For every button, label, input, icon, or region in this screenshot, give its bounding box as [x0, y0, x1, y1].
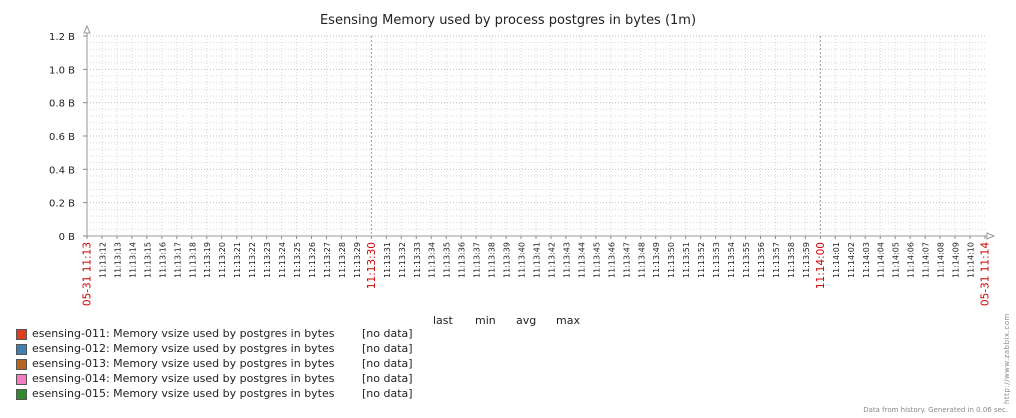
x-tick-label: 11:13:34: [428, 242, 437, 278]
x-tick-label: 11:13:23: [263, 242, 272, 278]
legend-swatch: [16, 359, 27, 370]
axes: [83, 24, 996, 240]
x-tick-label: 05-31 11:13: [82, 242, 94, 306]
legend-label: esensing-013: Memory vsize used by postg…: [32, 357, 335, 370]
x-tick-label: 11:13:28: [338, 242, 347, 278]
legend-swatch: [16, 389, 27, 400]
y-tick-labels: 0 B 0.2 B 0.4 B 0.6 B 0.8 B 1.0 B 1.2 B: [49, 32, 75, 243]
x-tick-label: 11:13:48: [637, 242, 646, 278]
x-tick-label: 11:13:18: [188, 242, 197, 278]
legend-col-avg: avg: [516, 314, 537, 327]
x-tick-label: 11:13:53: [712, 242, 721, 278]
footer-note: Data from history. Generated in 0.06 sec…: [863, 406, 1008, 414]
x-tick-label: 11:13:33: [413, 242, 422, 278]
x-tick-label: 11:13:36: [458, 242, 467, 278]
x-tick-label: 11:13:47: [622, 242, 631, 278]
y-tick-label: 0.2 B: [49, 199, 75, 210]
x-tick-label: 11:13:14: [128, 242, 137, 278]
legend-status: [no data]: [362, 357, 413, 370]
x-tick-label: 11:14:09: [952, 242, 961, 278]
x-tick-label: 11:14:02: [847, 242, 856, 278]
x-tick-label: 11:14:04: [877, 242, 886, 278]
x-tick-label: 11:13:41: [533, 242, 542, 278]
x-tick-label: 11:13:20: [218, 242, 227, 278]
x-tick-label: 11:13:22: [248, 242, 257, 278]
x-tick-label: 11:13:43: [562, 242, 571, 278]
legend-swatch: [16, 344, 27, 355]
x-tick-label: 11:13:50: [667, 242, 676, 278]
grid: [87, 35, 985, 236]
x-tick-label: 11:13:40: [518, 242, 527, 278]
x-tick-label: 11:13:21: [233, 242, 242, 278]
x-tick-label: 11:14:07: [922, 242, 931, 278]
x-tick-label: 11:13:39: [503, 242, 512, 278]
legend-label: esensing-011: Memory vsize used by postg…: [32, 327, 335, 340]
x-tick-label: 11:13:49: [652, 242, 661, 278]
chart-title: Esensing Memory used by process postgres…: [320, 13, 696, 28]
x-tick-label: 11:14:10: [967, 242, 976, 278]
x-tick-label: 11:13:38: [488, 242, 497, 278]
y-tick-label: 0.6 B: [49, 132, 75, 143]
x-tick-label: 11:13:29: [353, 242, 362, 278]
legend-label: esensing-012: Memory vsize used by postg…: [32, 342, 335, 355]
x-tick-label: 11:13:13: [113, 242, 122, 278]
x-tick-label: 11:13:42: [547, 242, 556, 278]
legend-label: esensing-014: Memory vsize used by postg…: [32, 372, 335, 385]
x-tick-label: 11:13:12: [98, 242, 107, 278]
x-tick-label: 11:13:19: [203, 242, 212, 278]
x-tick-label: 11:13:37: [473, 242, 482, 278]
x-tick-label: 11:13:31: [383, 242, 392, 278]
x-tick-label: 11:14:00: [815, 242, 827, 289]
legend-col-min: min: [475, 314, 496, 327]
x-tick-label: 11:13:59: [802, 242, 811, 278]
x-tick-label: 11:13:58: [787, 242, 796, 278]
x-tick-label: 11:14:05: [892, 242, 901, 278]
x-tick-label: 11:13:25: [293, 242, 302, 278]
x-tick-label: 11:13:55: [742, 242, 751, 278]
legend-status: [no data]: [362, 327, 413, 340]
x-tick-label: 11:13:15: [143, 242, 152, 278]
zabbix-url: http://www.zabbix.com: [1003, 313, 1011, 404]
x-tick-label: 11:13:54: [727, 242, 736, 278]
y-axis-arrow: [83, 24, 91, 34]
x-tick-label: 11:14:06: [907, 242, 916, 278]
x-tick-label: 11:14:03: [862, 242, 871, 278]
x-tick-label: 11:13:30: [366, 242, 378, 289]
legend-swatch: [16, 374, 27, 385]
x-axis-arrow: [986, 232, 996, 240]
legend-swatch: [16, 329, 27, 340]
y-tick-label: 1.2 B: [49, 32, 75, 43]
x-tick-label: 11:14:01: [832, 242, 841, 278]
x-tick-label: 11:13:27: [323, 242, 332, 278]
x-tick-label: 11:13:57: [772, 242, 781, 278]
x-tick-label: 11:13:46: [607, 242, 616, 278]
x-tick-label: 11:13:52: [697, 242, 706, 278]
x-tick-label: 11:13:17: [173, 242, 182, 278]
y-tick-label: 1.0 B: [49, 65, 75, 76]
x-tick-label: 11:13:35: [443, 242, 452, 278]
legend-col-max: max: [556, 314, 580, 327]
x-tick-label: 11:13:44: [577, 242, 586, 278]
legend-status: [no data]: [362, 372, 413, 385]
x-tick-label: 11:13:51: [682, 242, 691, 278]
y-tick-label: 0 B: [59, 232, 76, 243]
x-tick-label: 11:14:08: [937, 242, 946, 278]
legend-col-last: last: [433, 314, 453, 327]
y-tick-label: 0.8 B: [49, 99, 75, 110]
x-tick-label: 11:13:16: [158, 242, 167, 278]
legend-status: [no data]: [362, 387, 413, 400]
x-tick-label: 05-31 11:14: [980, 242, 992, 306]
x-tick-label: 11:13:24: [278, 242, 287, 278]
legend-status: [no data]: [362, 342, 413, 355]
x-tick-label: 11:13:26: [308, 242, 317, 278]
legend-label: esensing-015: Memory vsize used by postg…: [32, 387, 335, 400]
x-tick-label: 11:13:32: [398, 242, 407, 278]
y-tick-label: 0.4 B: [49, 165, 75, 176]
x-tick-label: 11:13:45: [592, 242, 601, 278]
x-tick-label: 11:13:56: [757, 242, 766, 278]
x-tick-labels: 05-31 11:13 11:13:12 11:13:13 11:13:14 11:13…: [82, 242, 992, 306]
